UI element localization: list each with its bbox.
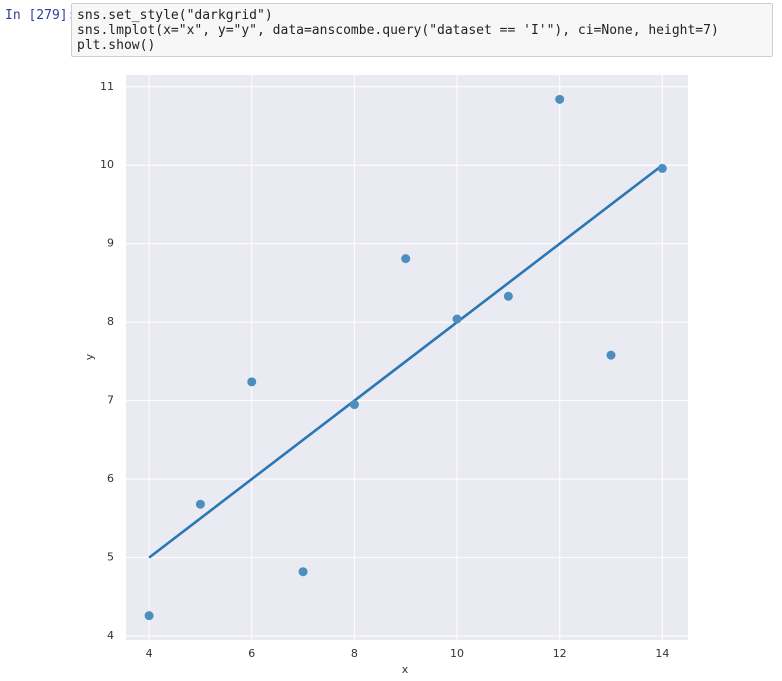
data-point <box>657 163 667 173</box>
code-line: plt.show() <box>77 38 156 53</box>
x-tick-label: 8 <box>351 647 358 660</box>
data-point <box>503 291 513 301</box>
plot-background <box>126 75 688 640</box>
y-tick-label: 11 <box>100 80 114 93</box>
y-tick-label: 8 <box>107 315 114 328</box>
code-line: sns.set_style("darkgrid") <box>77 8 273 23</box>
data-point <box>401 254 411 264</box>
y-axis-label: y <box>83 353 96 360</box>
y-tick-label: 9 <box>107 237 114 250</box>
data-point <box>195 499 205 509</box>
regression-line <box>148 164 664 559</box>
data-point <box>555 94 565 104</box>
code-cell[interactable]: sns.set_style("darkgrid") sns.lmplot(x="… <box>71 3 773 57</box>
y-tick-label: 10 <box>100 158 114 171</box>
x-tick-label: 14 <box>655 647 669 660</box>
data-point <box>144 611 154 621</box>
y-tick-label: 5 <box>107 551 114 564</box>
code-line: sns.lmplot(x="x", y="y", data=anscombe.q… <box>77 23 719 38</box>
data-point <box>606 350 616 360</box>
y-tick-label: 6 <box>107 472 114 485</box>
data-point <box>298 567 308 577</box>
x-tick-label: 6 <box>248 647 255 660</box>
data-point <box>349 400 359 410</box>
x-tick-label: 12 <box>553 647 567 660</box>
data-point <box>452 314 462 324</box>
data-point <box>247 377 257 387</box>
x-tick-label: 10 <box>450 647 464 660</box>
x-tick-label: 4 <box>146 647 153 660</box>
cell-prompt: In [279]: <box>5 8 76 23</box>
y-tick-label: 4 <box>107 629 114 642</box>
y-tick-label: 7 <box>107 394 114 407</box>
x-axis-label: x <box>402 663 409 676</box>
